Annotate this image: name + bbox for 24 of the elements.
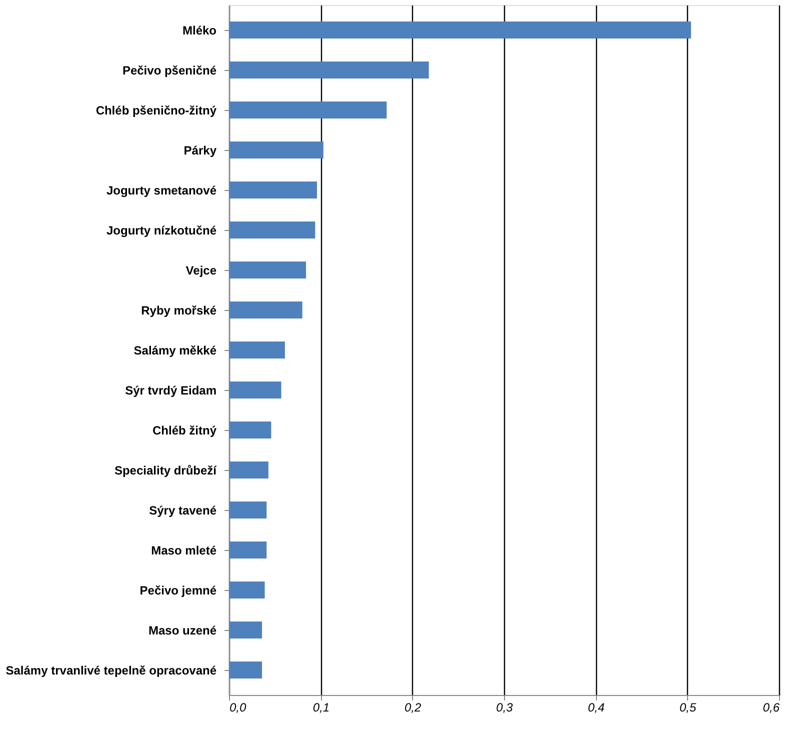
x-tick-label: 0,0 — [230, 700, 247, 714]
y-tick-label: Speciality drůbeží — [114, 464, 218, 478]
y-tick-label: Pečivo jemné — [140, 584, 217, 598]
x-tick-label: 0,4 — [588, 700, 605, 714]
y-tick-label: Salámy měkké — [134, 344, 217, 358]
x-tick-label: 0,6 — [762, 700, 780, 714]
y-tick-label: Chléb žitný — [152, 424, 217, 438]
y-tick-label: Párky — [184, 144, 217, 158]
y-tick-label: Sýr tvrdý Eidam — [125, 384, 216, 398]
y-tick-label: Chléb pšenično-žitný — [96, 104, 217, 118]
y-tick-label: Vejce — [186, 264, 217, 278]
y-tick-label: Mléko — [182, 24, 216, 38]
x-tick-label: 0,5 — [679, 700, 696, 714]
y-tick-label: Maso uzené — [148, 624, 217, 638]
y-tick-label: Jogurty smetanové — [106, 184, 217, 198]
x-tick-label: 0,3 — [496, 700, 514, 714]
y-tick-label: Jogurty nízkotučné — [106, 224, 217, 238]
x-tick-label: 0,1 — [312, 700, 330, 714]
x-tick-label: 0,2 — [404, 700, 422, 714]
y-tick-label: Maso mleté — [151, 544, 217, 558]
y-tick-label: Pečivo pšeničné — [122, 64, 217, 78]
y-tick-label: Ryby mořské — [141, 304, 217, 318]
y-tick-label: Sýry tavené — [149, 504, 217, 518]
y-tick-label: Salámy trvanlivé tepelně opracované — [6, 664, 217, 678]
